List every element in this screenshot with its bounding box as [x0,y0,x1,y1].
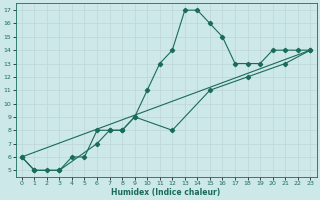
X-axis label: Humidex (Indice chaleur): Humidex (Indice chaleur) [111,188,221,197]
